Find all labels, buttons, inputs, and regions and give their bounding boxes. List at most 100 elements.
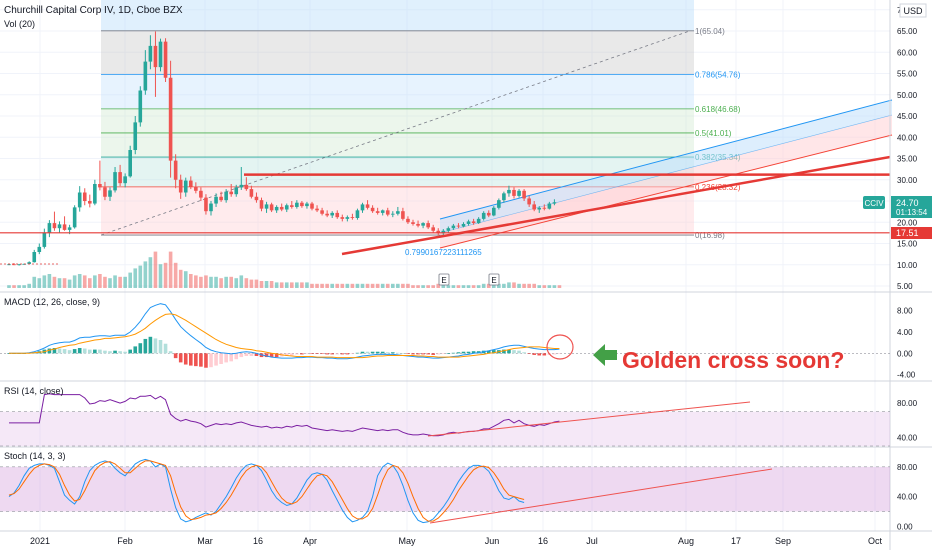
macd-histogram-bar (310, 353, 314, 354)
macd-histogram-bar (446, 353, 451, 354)
candle-body (431, 227, 435, 231)
macd-histogram-bar (305, 353, 309, 354)
candle-body (219, 196, 223, 201)
currency-box[interactable] (899, 3, 927, 18)
candle-body (244, 184, 249, 190)
volume-bar (234, 278, 239, 288)
macd-histogram-bar (173, 353, 178, 359)
time-axis[interactable]: 2021 Feb Mar 16 Apr May Jun 16 Jul Aug 17 Sep Oct (30, 536, 883, 546)
annotation-text[interactable]: Golden cross soon? (622, 347, 844, 373)
volume-bar (406, 283, 410, 288)
candle-body (406, 218, 410, 223)
candle-body (229, 191, 233, 195)
volume-bar (199, 276, 203, 288)
volume-bar (27, 283, 31, 288)
volume-indicator-title[interactable]: Vol (20) (4, 19, 35, 29)
volume-bar (300, 282, 304, 288)
macd-histogram-bar (396, 352, 400, 354)
volume-bar (355, 283, 360, 288)
rsi-title[interactable]: RSI (14, close) (4, 386, 64, 396)
macd-histogram-bar (335, 353, 340, 355)
macd-histogram-bar (461, 351, 466, 354)
candle-body (542, 207, 547, 209)
macd-highlight-circle[interactable] (546, 334, 574, 360)
macd-histogram-bar (219, 353, 223, 364)
currency-label: USD (903, 6, 923, 16)
volume-bar (279, 282, 284, 288)
macd-histogram-bar (88, 349, 92, 354)
volume-bar (537, 285, 542, 288)
macd-histogram-bar (274, 353, 279, 358)
volume-bar (375, 283, 380, 288)
candle-body (57, 224, 62, 229)
price-tick-label: 45.00 (897, 112, 918, 121)
ticker-badge: CCIV (864, 199, 884, 208)
macd-histogram-bar (249, 353, 254, 356)
time-tick-label: Mar (197, 536, 213, 546)
volume-bar (527, 283, 531, 288)
macd-histogram-bar (486, 350, 491, 354)
stoch-tick-label: 0.00 (897, 522, 913, 531)
volume-bar (512, 282, 516, 288)
candle-body (62, 224, 67, 230)
volume-bar (194, 275, 198, 288)
volume-bar (411, 285, 415, 288)
trend-lines[interactable] (0, 155, 891, 265)
candle-body (466, 221, 471, 224)
macd-histogram-bar (269, 353, 274, 358)
candle-body (295, 202, 299, 207)
macd-histogram-bar (401, 353, 405, 354)
volume-bar (123, 276, 127, 288)
macd-histogram-bar (512, 350, 516, 354)
volume-bar (310, 283, 314, 288)
volume-bar (471, 285, 476, 288)
candle-body (189, 180, 193, 187)
stoch-title[interactable]: Stoch (14, 3, 3) (4, 451, 66, 461)
macd-histogram-bar (168, 351, 173, 354)
volume-bar (335, 283, 340, 288)
volume-bar (168, 251, 173, 288)
volume-bar (113, 275, 117, 288)
time-tick-label: Jul (586, 536, 598, 546)
time-tick-label: 17 (731, 536, 741, 546)
candle-body (163, 41, 168, 78)
candle-body (143, 61, 148, 91)
volume-bar (370, 283, 375, 288)
macd-histogram-bar (476, 351, 481, 354)
bar-countdown: 01:13:54 (896, 208, 928, 217)
volume-bar (557, 285, 562, 288)
volume-bar (103, 276, 107, 288)
macd-title[interactable]: MACD (12, 26, close, 9) (4, 297, 100, 307)
candle-body (183, 180, 188, 193)
macd-histogram-bar (542, 353, 547, 356)
candle-body (446, 228, 451, 231)
candle-body (173, 160, 178, 180)
volume-bar (209, 276, 213, 288)
stoch-k-line (8, 458, 525, 524)
macd-histogram-bar (411, 353, 415, 355)
volume-bar (219, 278, 223, 288)
price-tick-label: 65.00 (897, 27, 918, 36)
candle-body (300, 202, 304, 207)
left-arrow-icon[interactable] (593, 344, 617, 366)
volume-bar (249, 279, 254, 288)
stoch-tick-label: 40.00 (897, 493, 918, 502)
channel-lower-fill (440, 115, 892, 248)
candle-body (451, 225, 456, 229)
macd-histogram-bar (67, 350, 72, 354)
macd-histogram-bar (330, 353, 334, 355)
candle-body (259, 200, 264, 209)
volume-bar (32, 276, 37, 288)
earnings-marker: E (491, 276, 496, 285)
candle-body (385, 210, 390, 215)
fib-zone (101, 30, 694, 75)
symbol-title[interactable]: Churchill Capital Corp IV, 1D, Cboe BZX (4, 5, 183, 16)
macd-histogram-bar (441, 353, 446, 354)
macd-histogram-bar (552, 353, 557, 355)
volume-bar (7, 285, 11, 288)
candle-body (67, 227, 72, 230)
fib-level-label: 0(16.98) (695, 231, 725, 240)
volume-bar (178, 269, 183, 288)
